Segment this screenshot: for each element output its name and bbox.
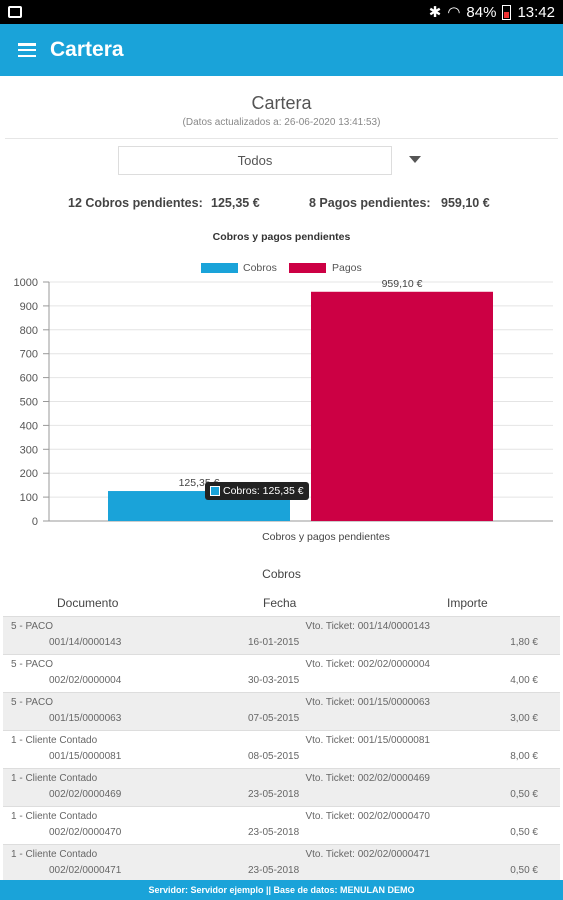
y-tick-label: 600: [20, 373, 38, 385]
y-tick-label: 1000: [14, 277, 38, 289]
filter-row: Todos: [0, 146, 563, 186]
bar-pagos: [311, 291, 493, 521]
x-axis-label: Cobros y pagos pendientes: [262, 531, 390, 543]
gallery-notification-icon: [8, 6, 22, 18]
column-header-documento[interactable]: Documento: [57, 596, 119, 610]
chart-tooltip: Cobros: 125,35 €: [205, 482, 309, 500]
row-concept: Vto. Ticket: 001/15/0000063: [305, 697, 430, 708]
row-client: 5 - PACO: [11, 621, 54, 632]
last-updated: (Datos actualizados a: 26-06-2020 13:41:…: [182, 117, 381, 128]
row-document: 002/02/0000470: [49, 827, 122, 838]
tooltip-text: Cobros: 125,35 €: [223, 485, 304, 497]
y-tick-label: 700: [20, 349, 38, 361]
legend-label-cobros[interactable]: Cobros: [243, 262, 277, 274]
row-document: 002/02/0000469: [49, 789, 122, 800]
table-row[interactable]: 1 - Cliente Contado Vto. Ticket: 001/15/0…: [3, 730, 560, 768]
row-concept: Vto. Ticket: 002/02/0000470: [305, 811, 430, 822]
y-tick-label: 800: [20, 325, 38, 337]
app-bar-title: Cartera: [50, 38, 124, 61]
row-amount: 0,50 €: [510, 827, 538, 838]
row-concept: Vto. Ticket: 002/02/0000471: [305, 849, 430, 860]
battery-percent: 84%: [466, 3, 497, 21]
y-tick-label: 0: [32, 516, 38, 528]
y-tick-label: 500: [20, 397, 38, 409]
cobros-section-title: Cobros: [262, 567, 301, 581]
page-title: Cartera: [251, 93, 312, 113]
y-tick-label: 300: [20, 444, 38, 456]
row-client: 5 - PACO: [11, 697, 54, 708]
row-concept: Vto. Ticket: 002/02/0000469: [305, 773, 430, 784]
filter-select[interactable]: Todos: [118, 146, 392, 175]
divider: [5, 138, 558, 139]
table-row[interactable]: 5 - PACO Vto. Ticket: 002/02/0000004 002/0…: [3, 654, 560, 692]
chevron-down-icon[interactable]: [409, 156, 421, 163]
row-amount: 1,80 €: [510, 637, 538, 648]
row-client: 1 - Cliente Contado: [11, 849, 98, 860]
y-tick-label: 900: [20, 301, 38, 313]
row-date: 16-01-2015: [248, 637, 300, 648]
table-row[interactable]: 1 - Cliente Contado Vto. Ticket: 002/02/0…: [3, 844, 560, 882]
row-document: 001/15/0000063: [49, 713, 122, 724]
clock: 13:42: [517, 3, 555, 21]
row-client: 1 - Cliente Contado: [11, 735, 98, 746]
row-concept: Vto. Ticket: 002/02/0000004: [305, 659, 430, 670]
bluetooth-icon: ✱: [428, 4, 442, 21]
cobros-pending-label: 12 Cobros pendientes:: [68, 196, 203, 210]
row-amount: 0,50 €: [510, 789, 538, 800]
row-amount: 8,00 €: [510, 751, 538, 762]
footer-status: Servidor: Servidor ejemplo || Base de da…: [0, 880, 563, 900]
battery-icon: [502, 4, 512, 20]
row-amount: 3,00 €: [510, 713, 538, 724]
row-date: 07-05-2015: [248, 713, 300, 724]
row-client: 1 - Cliente Contado: [11, 773, 98, 784]
row-date: 30-03-2015: [248, 675, 300, 686]
row-document: 001/14/0000143: [49, 637, 122, 648]
column-header-importe[interactable]: Importe: [447, 596, 488, 610]
y-tick-label: 200: [20, 468, 38, 480]
cobros-pending-value: 125,35 €: [211, 196, 260, 210]
table-row[interactable]: 1 - Cliente Contado Vto. Ticket: 002/02/0…: [3, 806, 560, 844]
row-concept: Vto. Ticket: 001/15/0000081: [305, 735, 430, 746]
table-row[interactable]: 5 - PACO Vto. Ticket: 001/14/0000143 001/1…: [3, 616, 560, 654]
table-row[interactable]: 5 - PACO Vto. Ticket: 001/15/0000063 001/1…: [3, 692, 560, 730]
legend-swatch-pagos[interactable]: [289, 263, 326, 273]
legend-swatch-cobros[interactable]: [201, 263, 238, 273]
row-concept: Vto. Ticket: 001/14/0000143: [305, 621, 430, 632]
menu-icon[interactable]: [18, 43, 36, 57]
pagos-pending-value: 959,10 €: [441, 196, 490, 210]
wifi-icon: ◠: [447, 4, 461, 21]
table-row[interactable]: 1 - Cliente Contado Vto. Ticket: 002/02/0…: [3, 768, 560, 806]
y-tick-label: 100: [20, 492, 38, 504]
cobros-table: 5 - PACO Vto. Ticket: 001/14/0000143 001/1…: [3, 616, 560, 882]
legend-label-pagos[interactable]: Pagos: [332, 262, 362, 274]
y-tick-label: 400: [20, 420, 38, 432]
row-date: 23-05-2018: [248, 865, 300, 876]
row-client: 5 - PACO: [11, 659, 54, 670]
row-document: 002/02/0000471: [49, 865, 122, 876]
row-amount: 0,50 €: [510, 865, 538, 876]
row-client: 1 - Cliente Contado: [11, 811, 98, 822]
column-header-fecha[interactable]: Fecha: [263, 596, 297, 610]
status-bar: ✱ ◠ 84% 13:42: [0, 0, 563, 24]
row-date: 23-05-2018: [248, 827, 300, 838]
chart-title: Cobros y pagos pendientes: [212, 231, 351, 243]
row-amount: 4,00 €: [510, 675, 538, 686]
row-date: 23-05-2018: [248, 789, 300, 800]
status-icons: ✱ ◠ 84% 13:42: [428, 3, 555, 22]
row-date: 08-05-2015: [248, 751, 300, 762]
row-document: 001/15/0000081: [49, 751, 122, 762]
bar-value-label: 959,10 €: [382, 278, 423, 290]
pagos-pending-label: 8 Pagos pendientes:: [309, 196, 431, 210]
row-document: 002/02/0000004: [49, 675, 122, 686]
tooltip-swatch: [210, 486, 220, 496]
app-bar: Cartera: [0, 24, 563, 76]
